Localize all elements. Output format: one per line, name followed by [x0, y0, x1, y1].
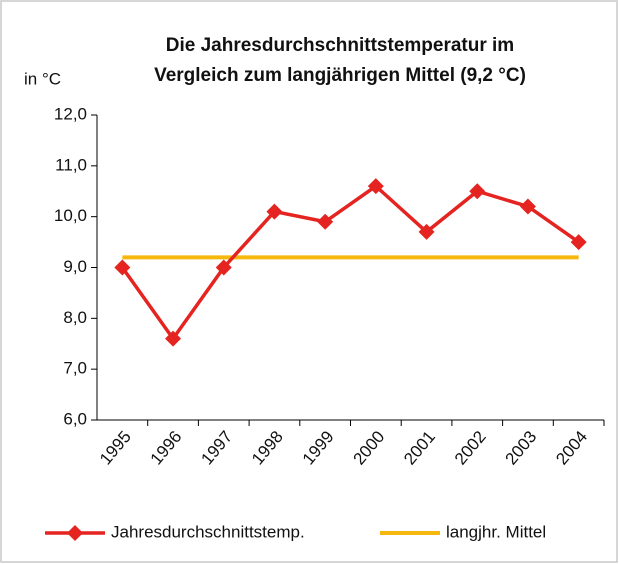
data-point: [570, 234, 587, 251]
y-tick-label: 7,0: [63, 359, 87, 378]
data-point: [114, 259, 131, 276]
data-point: [266, 203, 283, 220]
data-point: [367, 178, 384, 195]
y-tick-label: 11,0: [55, 155, 87, 174]
y-tick-label: 9,0: [63, 257, 87, 276]
legend-marker: [67, 525, 83, 541]
y-tick-label: 10,0: [54, 206, 87, 225]
data-point: [519, 198, 536, 215]
y-tick-label: 6,0: [63, 409, 87, 428]
y-axis-label: in °C: [24, 69, 61, 88]
data-point: [469, 183, 486, 200]
chart-title: Die Jahresdurchschnittstemperatur im: [166, 35, 514, 56]
legend-label: langjhr. Mittel: [446, 522, 546, 541]
data-point: [418, 223, 435, 240]
chart-title: Vergleich zum langjährigen Mittel (9,2 °…: [154, 65, 526, 86]
data-point: [165, 330, 182, 347]
series-line: [120, 183, 580, 342]
y-tick-label: 8,0: [63, 308, 87, 327]
y-tick-label: 12,0: [54, 104, 87, 123]
data-point: [317, 213, 334, 230]
data-point: [215, 259, 232, 276]
legend-label: Jahresdurchschnittstemp.: [111, 522, 305, 541]
